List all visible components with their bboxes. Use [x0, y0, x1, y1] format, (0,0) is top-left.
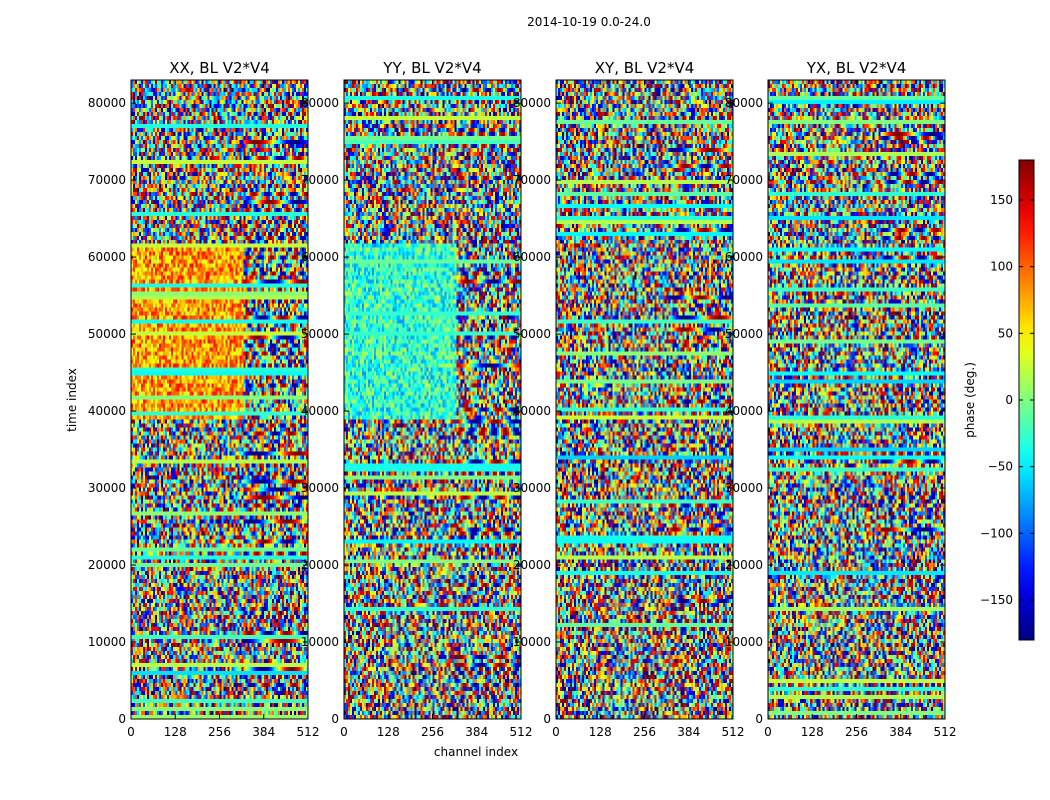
phase-heatmap-image	[768, 80, 945, 719]
y-tick-label: 70000	[725, 173, 763, 187]
y-tick-label: 50000	[88, 327, 126, 341]
y-tick-label: 50000	[725, 327, 763, 341]
x-tick-label: 256	[421, 725, 444, 739]
x-tick-label: 384	[677, 725, 700, 739]
y-tick-label: 20000	[725, 558, 763, 572]
y-tick-label: 20000	[513, 558, 551, 572]
x-tick-label: 384	[465, 725, 488, 739]
x-tick-label: 512	[297, 725, 320, 739]
y-tick-label: 40000	[301, 404, 339, 418]
y-tick-label: 30000	[513, 481, 551, 495]
panel-title: YX, BL V2*V4	[806, 59, 907, 77]
x-tick-label: 128	[589, 725, 612, 739]
panels-group: XX, BL V2*V4 0 128 256 384 512 0 10000 20000 3000…	[88, 59, 957, 739]
panel-title: XY, BL V2*V4	[595, 59, 695, 77]
colorbar: −150 −100 −50 0 50 100 150	[980, 159, 1035, 641]
y-tick-label: 80000	[88, 96, 126, 110]
y-tick-label: 70000	[513, 173, 551, 187]
panel-title: YY, BL V2*V4	[382, 59, 481, 77]
panel-xy: XY, BL V2*V4 0 128 256 384 512 0 10000 20000 3000…	[513, 59, 745, 739]
y-tick-label: 60000	[301, 250, 339, 264]
x-tick-label: 512	[934, 725, 957, 739]
y-tick-label: 30000	[301, 481, 339, 495]
y-tick-label: 70000	[88, 173, 126, 187]
y-tick-label: 0	[755, 712, 763, 726]
colorbar-tick-label: −150	[980, 593, 1013, 607]
y-tick-label: 20000	[88, 558, 126, 572]
panel-yy: YY, BL V2*V4 0 128 256 384 512 0 10000 20000 3000…	[301, 59, 533, 739]
phase-heatmap-image	[344, 80, 521, 719]
x-tick-label: 512	[722, 725, 745, 739]
colorbar-tick-label: 150	[990, 193, 1013, 207]
y-tick-label: 70000	[301, 173, 339, 187]
x-tick-label: 128	[801, 725, 824, 739]
y-tick-label: 80000	[725, 96, 763, 110]
y-tick-label: 0	[543, 712, 551, 726]
y-tick-label: 20000	[301, 558, 339, 572]
colorbar-tick-label: 0	[1005, 393, 1013, 407]
colorbar-tick-label: −100	[980, 526, 1013, 540]
y-tick-label: 10000	[513, 635, 551, 649]
y-tick-label: 60000	[513, 250, 551, 264]
y-tick-label: 50000	[513, 327, 551, 341]
y-axis-label: time index	[65, 368, 79, 432]
x-tick-label: 0	[764, 725, 772, 739]
colorbar-tick-label: 50	[998, 326, 1013, 340]
y-tick-label: 10000	[301, 635, 339, 649]
panel-xx: XX, BL V2*V4 0 128 256 384 512 0 10000 20000 3000…	[88, 59, 320, 739]
x-tick-label: 0	[127, 725, 135, 739]
panel-title: XX, BL V2*V4	[169, 59, 270, 77]
y-tick-label: 40000	[725, 404, 763, 418]
y-tick-label: 10000	[725, 635, 763, 649]
y-tick-label: 0	[331, 712, 339, 726]
colorbar-tick-label: −50	[988, 460, 1013, 474]
x-tick-label: 256	[633, 725, 656, 739]
x-tick-label: 384	[889, 725, 912, 739]
y-tick-label: 40000	[513, 404, 551, 418]
colorbar-tick-label: 100	[990, 260, 1013, 274]
y-tick-label: 60000	[88, 250, 126, 264]
y-tick-label: 80000	[513, 96, 551, 110]
y-tick-label: 60000	[725, 250, 763, 264]
panel-yx: YX, BL V2*V4 0 128 256 384 512 0 10000 20000 3000…	[725, 59, 957, 739]
colorbar-label: phase (deg.)	[963, 362, 977, 438]
x-axis-label: channel index	[434, 745, 518, 759]
figure-suptitle: 2014-10-19 0.0-24.0	[527, 15, 651, 29]
x-tick-label: 128	[377, 725, 400, 739]
x-tick-label: 128	[164, 725, 187, 739]
phase-heatmap-image	[556, 80, 733, 719]
phase-heatmap-image	[131, 80, 308, 719]
x-tick-label: 256	[845, 725, 868, 739]
y-tick-label: 30000	[725, 481, 763, 495]
x-tick-label: 0	[552, 725, 560, 739]
x-tick-label: 384	[252, 725, 275, 739]
y-tick-label: 10000	[88, 635, 126, 649]
y-tick-label: 40000	[88, 404, 126, 418]
y-tick-label: 30000	[88, 481, 126, 495]
y-tick-label: 50000	[301, 327, 339, 341]
y-tick-label: 0	[118, 712, 126, 726]
x-tick-label: 0	[340, 725, 348, 739]
y-tick-label: 80000	[301, 96, 339, 110]
x-tick-label: 256	[208, 725, 231, 739]
x-tick-label: 512	[510, 725, 533, 739]
